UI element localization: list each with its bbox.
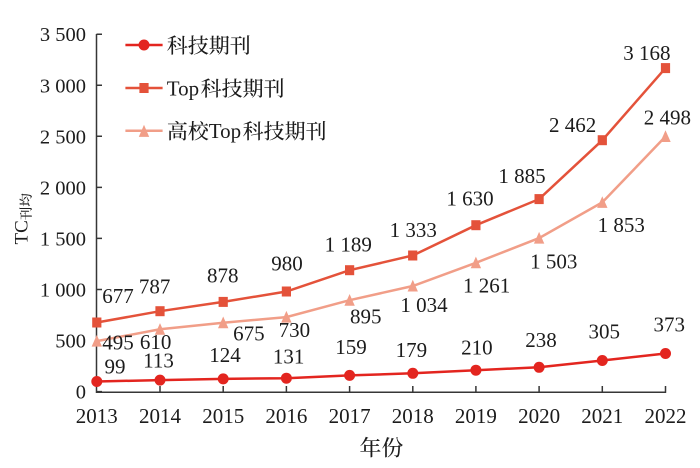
svg-text:2 500: 2 500 <box>40 126 86 148</box>
svg-text:TC: TC <box>11 220 32 244</box>
svg-text:3 500: 3 500 <box>40 24 86 46</box>
svg-text:2018: 2018 <box>392 404 434 428</box>
svg-text:2020: 2020 <box>518 404 560 428</box>
svg-text:131: 131 <box>273 345 305 369</box>
svg-text:2022: 2022 <box>645 404 687 428</box>
svg-text:1 189: 1 189 <box>325 233 372 257</box>
svg-text:610: 610 <box>140 330 172 354</box>
svg-text:1 333: 1 333 <box>390 218 437 242</box>
svg-text:1 000: 1 000 <box>40 280 86 302</box>
svg-text:1 500: 1 500 <box>40 228 86 250</box>
svg-text:2021: 2021 <box>581 404 623 428</box>
svg-text:1 885: 1 885 <box>498 164 545 188</box>
svg-text:238: 238 <box>525 328 557 352</box>
svg-text:Top: Top <box>167 77 199 101</box>
svg-text:2016: 2016 <box>265 404 307 428</box>
svg-text:3 000: 3 000 <box>40 75 86 97</box>
svg-text:2017: 2017 <box>329 404 371 428</box>
svg-text:1 034: 1 034 <box>400 293 448 317</box>
svg-text:99: 99 <box>105 354 126 378</box>
svg-text:980: 980 <box>271 252 303 276</box>
svg-text:0: 0 <box>76 382 86 404</box>
svg-text:730: 730 <box>279 318 311 342</box>
svg-text:179: 179 <box>396 338 428 362</box>
svg-text:210: 210 <box>461 336 493 360</box>
svg-text:495: 495 <box>102 330 134 354</box>
svg-text:373: 373 <box>653 313 685 337</box>
svg-text:2 000: 2 000 <box>40 177 86 199</box>
svg-text:677: 677 <box>102 284 134 308</box>
svg-text:305: 305 <box>589 320 621 344</box>
svg-text:1 261: 1 261 <box>463 274 510 298</box>
svg-text:2014: 2014 <box>139 404 182 428</box>
svg-text:Top: Top <box>209 119 241 143</box>
svg-text:2015: 2015 <box>202 404 244 428</box>
svg-text:895: 895 <box>350 304 382 328</box>
svg-text:2 498: 2 498 <box>644 105 691 129</box>
svg-text:2 462: 2 462 <box>549 113 596 137</box>
svg-text:1 503: 1 503 <box>530 249 577 273</box>
svg-text:2019: 2019 <box>455 404 497 428</box>
svg-text:878: 878 <box>207 263 239 287</box>
svg-text:787: 787 <box>139 274 171 298</box>
svg-text:1 853: 1 853 <box>598 213 645 237</box>
svg-text:1 630: 1 630 <box>446 186 493 210</box>
svg-text:113: 113 <box>143 349 174 373</box>
svg-text:124: 124 <box>209 343 241 367</box>
svg-text:3 168: 3 168 <box>623 41 670 65</box>
svg-text:675: 675 <box>233 322 265 346</box>
svg-text:500: 500 <box>55 331 86 353</box>
svg-text:159: 159 <box>335 335 367 359</box>
svg-text:2013: 2013 <box>76 404 118 428</box>
